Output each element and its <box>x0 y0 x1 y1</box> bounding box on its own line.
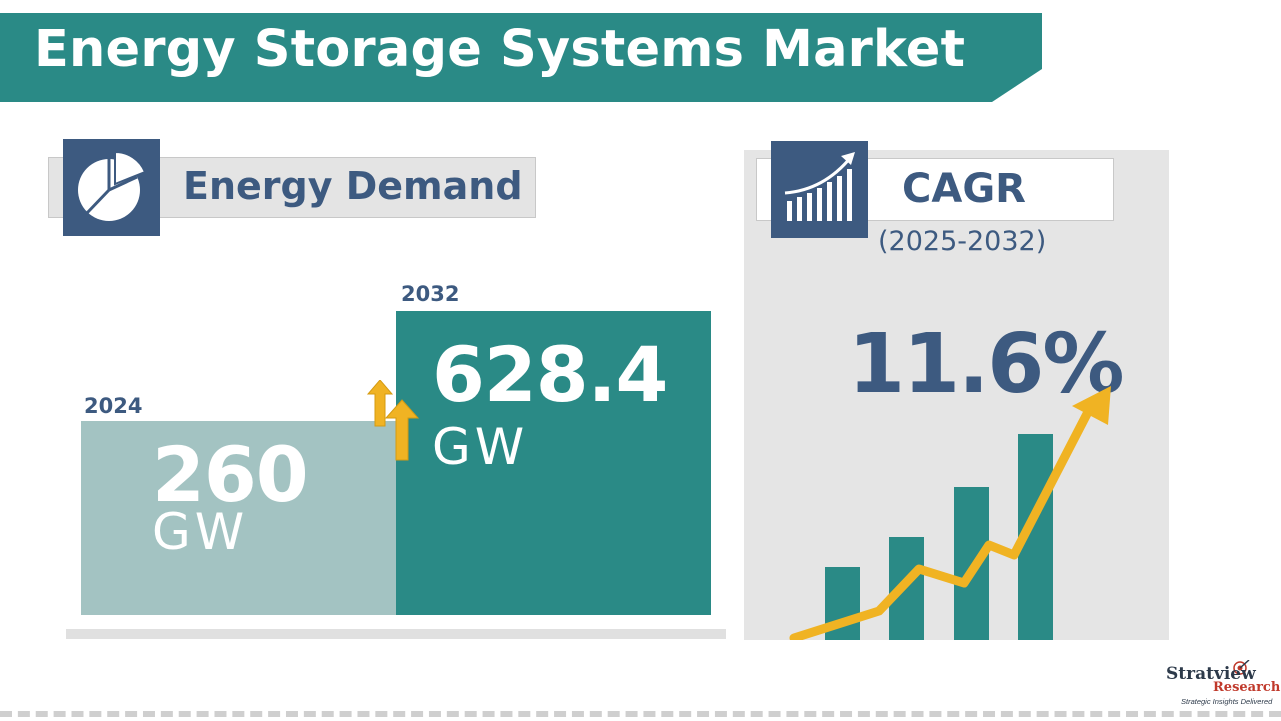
year-label-2032: 2032 <box>401 282 460 306</box>
rising-bar-chart-icon <box>771 141 868 238</box>
cagr-value: 11.6% <box>848 317 1124 412</box>
stratview-target-icon <box>1233 660 1250 675</box>
cagr-growth-graphic <box>789 386 1111 640</box>
chart-baseline <box>66 629 726 639</box>
logo-tagline: Strategic Insights Delivered <box>1181 697 1273 706</box>
pie-chart-icon <box>63 139 160 236</box>
logo-name: Stratview <box>1166 664 1256 684</box>
bottom-divider <box>0 711 1281 717</box>
energy-demand-title: Energy Demand <box>183 164 523 208</box>
year-label-2024: 2024 <box>84 394 143 418</box>
logo-subname: Research <box>1213 680 1281 695</box>
cagr-title: CAGR <box>902 166 1026 212</box>
title-banner <box>0 13 1042 102</box>
page-title: Energy Storage Systems Market <box>34 20 966 79</box>
unit-label-2032: GW <box>432 418 529 476</box>
value-label-2032: 628.4 <box>432 330 668 419</box>
unit-label-2024: GW <box>152 503 249 561</box>
cagr-trend-line <box>789 405 1094 640</box>
cagr-period: (2025-2032) <box>878 226 1047 257</box>
cagr-trend-arrowhead <box>1072 386 1111 425</box>
bar-2032 <box>396 311 711 615</box>
up-arrows-icon <box>366 380 420 461</box>
bar-2024 <box>81 421 397 615</box>
value-label-2024: 260 <box>152 430 309 519</box>
